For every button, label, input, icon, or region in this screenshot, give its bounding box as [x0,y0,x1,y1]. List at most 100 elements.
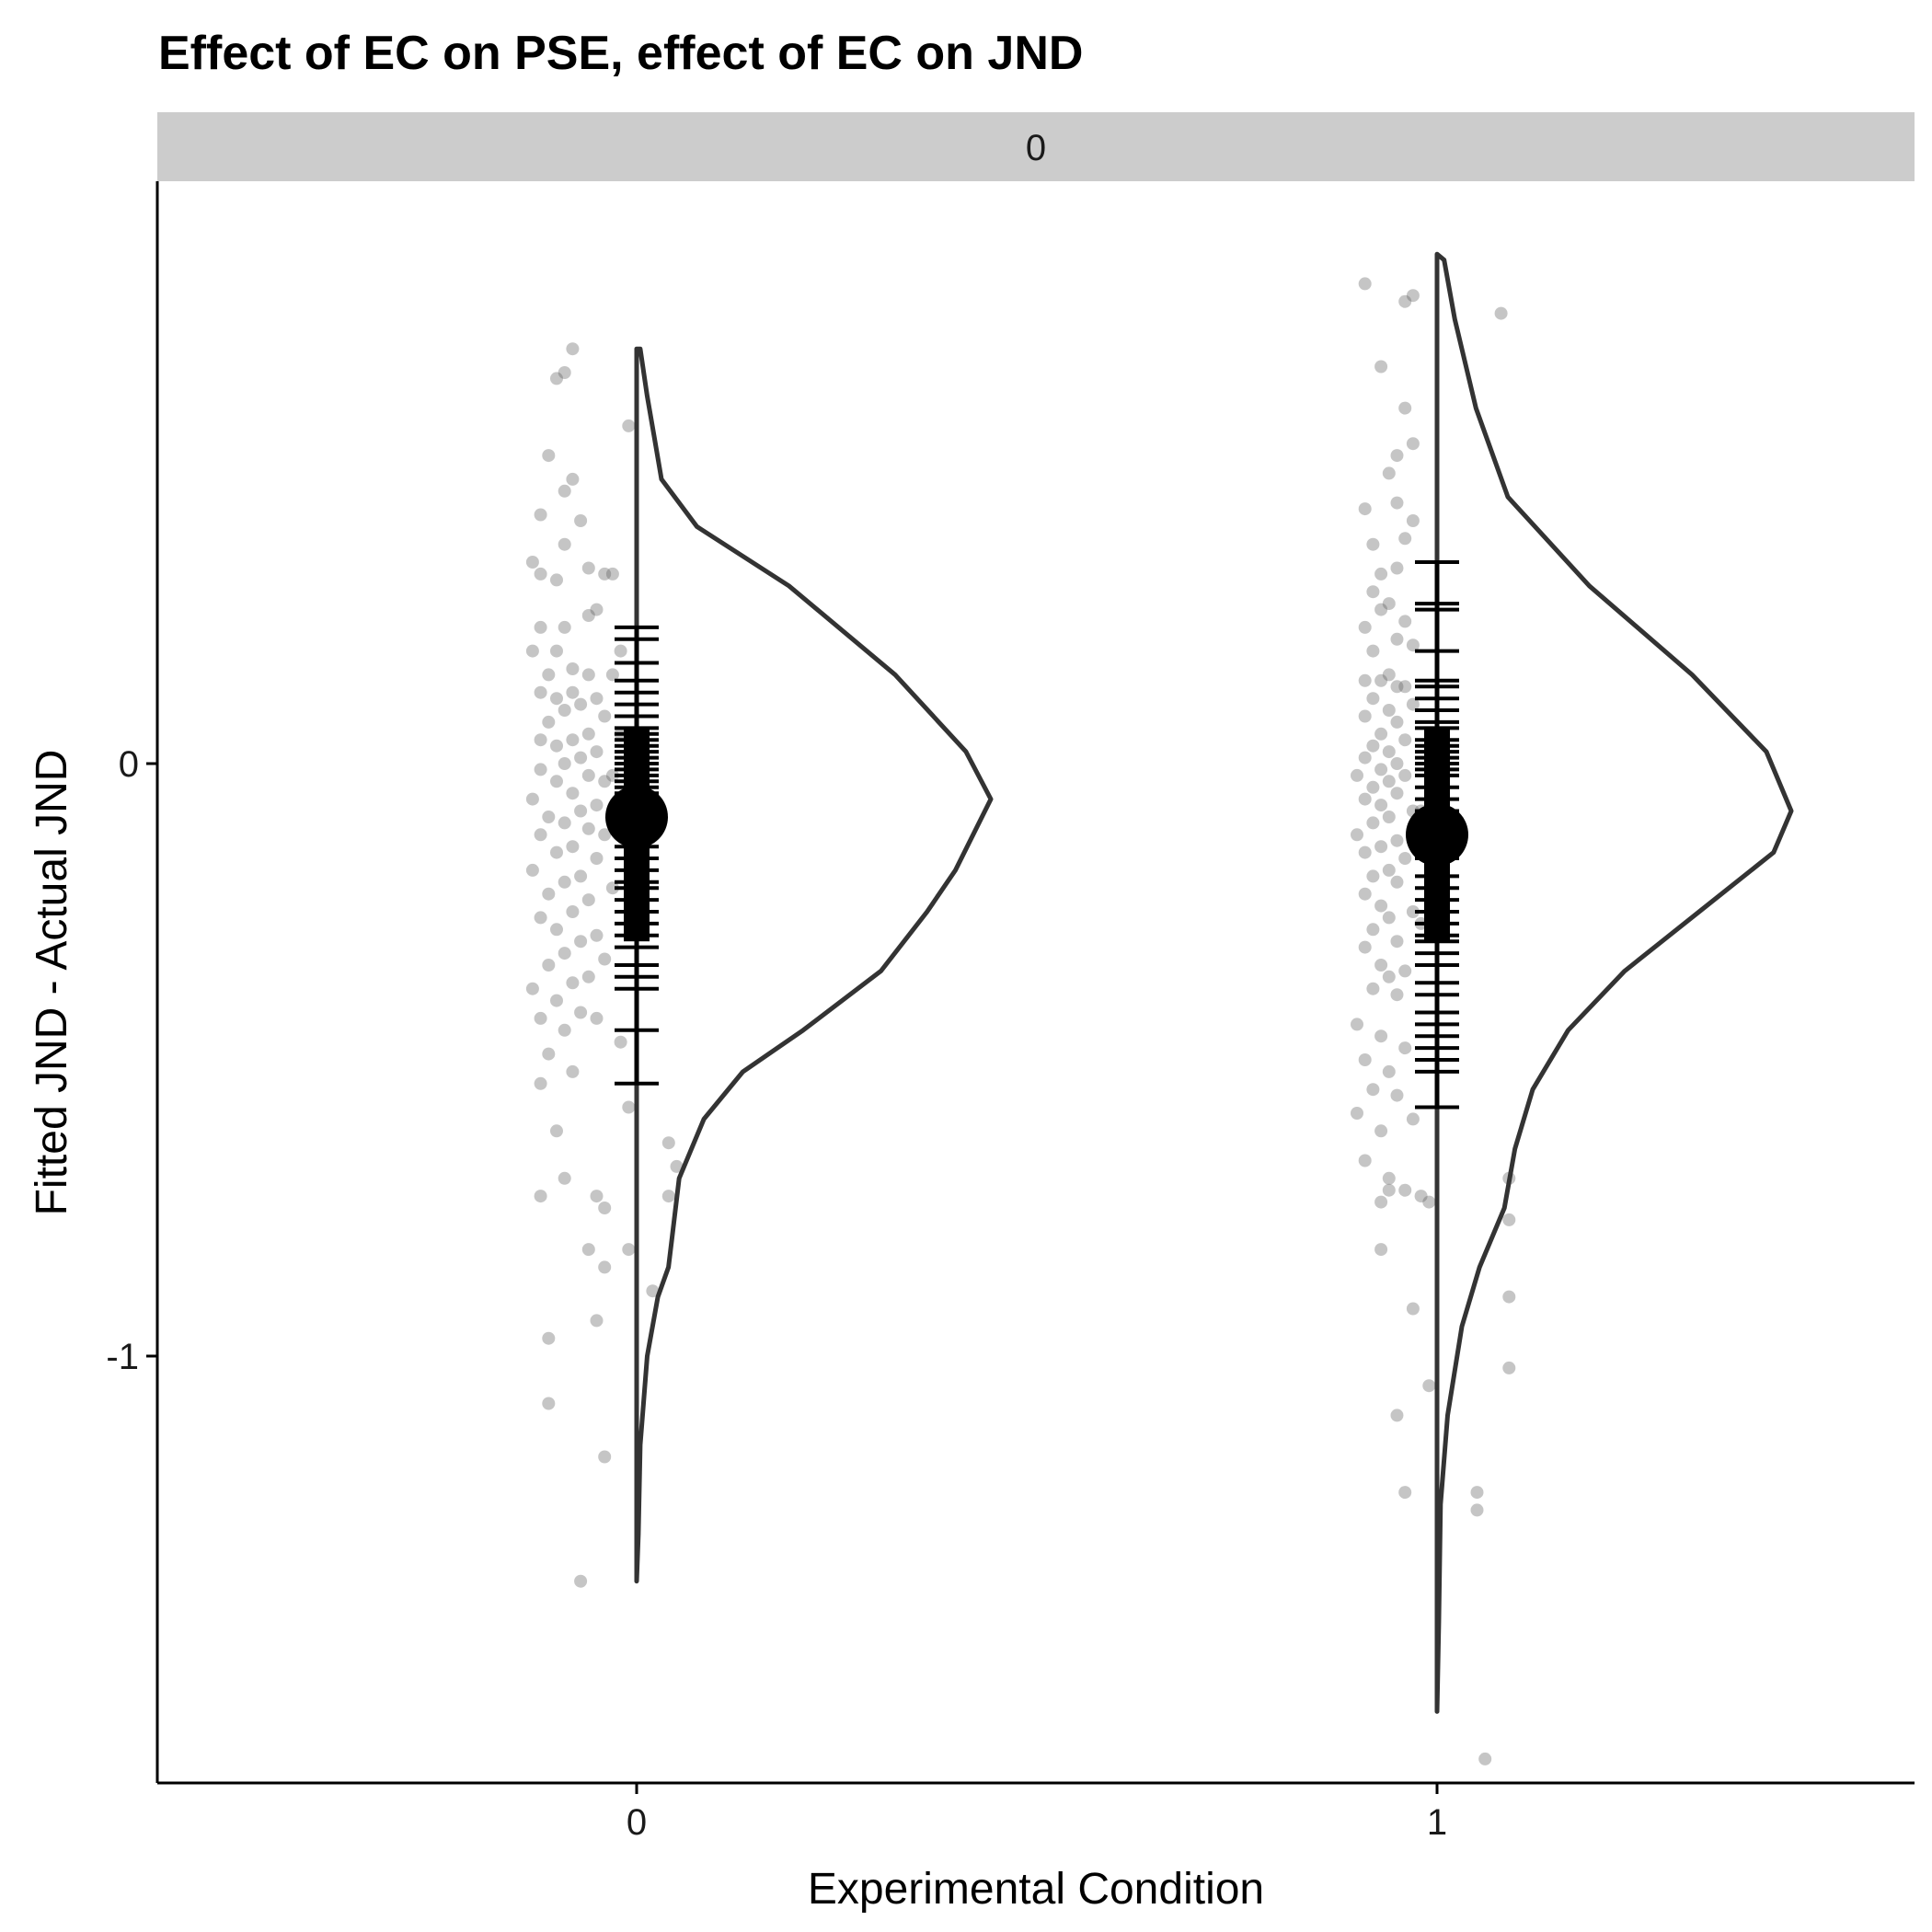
data-point [670,1159,684,1173]
data-point [581,822,595,835]
data-point [1406,437,1420,451]
data-point [550,573,563,587]
data-point [1382,1064,1396,1078]
data-point [525,863,539,877]
data-point [1382,745,1396,759]
data-point [1374,727,1388,741]
data-point [574,1006,588,1019]
data-point [1358,502,1372,516]
data-point [1351,1107,1363,1120]
data-point [558,1171,571,1185]
data-point [534,508,547,522]
data-point [550,994,563,1007]
data-point [1374,1029,1388,1043]
data-point [646,1284,660,1298]
x-axis-title: Experimental Condition [808,1865,1264,1914]
data-point [1406,905,1420,918]
data-point [1382,1183,1396,1197]
data-point [1390,561,1404,575]
data-point [574,935,588,949]
data-point [550,644,563,658]
data-point [534,911,547,925]
y-tick-label: -1 [106,1337,139,1377]
data-point [1358,751,1372,765]
data-point [1358,845,1372,859]
data-point [1406,697,1420,711]
data-point [534,733,547,747]
data-point [1390,787,1404,800]
data-point [581,609,595,622]
facet-strip-label: 0 [1026,128,1046,168]
data-point [534,685,547,699]
data-point [550,739,563,753]
data-point [1366,869,1380,883]
data-point [1422,1379,1436,1393]
data-point [542,1331,556,1345]
data-point [598,1202,612,1214]
data-point [1398,401,1412,415]
data-point [614,1035,627,1049]
data-point [534,763,547,776]
data-point [558,816,571,830]
data-point [1382,597,1396,611]
data-point [566,1064,580,1078]
data-point [1398,852,1412,865]
data-point [542,1397,556,1410]
data-point [1366,816,1380,830]
data-point [1398,964,1412,978]
data-point [598,567,612,581]
data-point [605,768,619,782]
data-point [1374,959,1388,972]
group-1 [1351,251,1794,1765]
data-point [1366,644,1380,658]
data-point [1366,1083,1380,1097]
data-point [550,775,563,788]
data-point [525,644,539,658]
data-point [1390,449,1404,463]
density-curve [634,346,994,1584]
data-point [534,1076,547,1090]
data-point [550,1124,563,1138]
data-point [581,668,595,682]
data-point [598,775,612,788]
data-point [566,472,580,486]
data-point [1366,692,1380,706]
data-point [574,1574,588,1588]
data-point [1374,1124,1388,1138]
facet-strip [157,112,1915,181]
data-point [534,620,547,634]
data-point [566,840,580,854]
data-point [558,620,571,634]
y-axis-title: Fitted JND - Actual JND [28,750,76,1216]
data-point [605,668,619,682]
data-point [590,799,604,812]
data-point [1390,875,1404,889]
data-point [622,419,636,432]
data-point [550,372,563,385]
data-point [542,449,556,463]
data-point [534,1190,547,1203]
data-point [558,1023,571,1037]
data-point [1382,775,1396,788]
data-point [1374,567,1388,581]
data-point [534,567,547,581]
chart-title: Effect of EC on PSE, effect of EC on JND [158,27,1083,80]
data-point [1358,620,1372,634]
data-point [1398,733,1412,747]
data-point [605,567,619,581]
data-point [1351,828,1363,842]
data-point [1390,757,1404,770]
group-0 [525,342,994,1588]
data-point [1374,1195,1388,1209]
data-point [1502,1361,1516,1374]
data-point [558,537,571,551]
data-point [1351,768,1363,782]
data-point [1358,940,1372,954]
data-point [622,1243,636,1257]
data-point [622,1100,636,1114]
data-point [1382,911,1396,925]
data-point [1406,289,1420,303]
data-point [1382,704,1396,717]
data-point [1406,1302,1420,1316]
